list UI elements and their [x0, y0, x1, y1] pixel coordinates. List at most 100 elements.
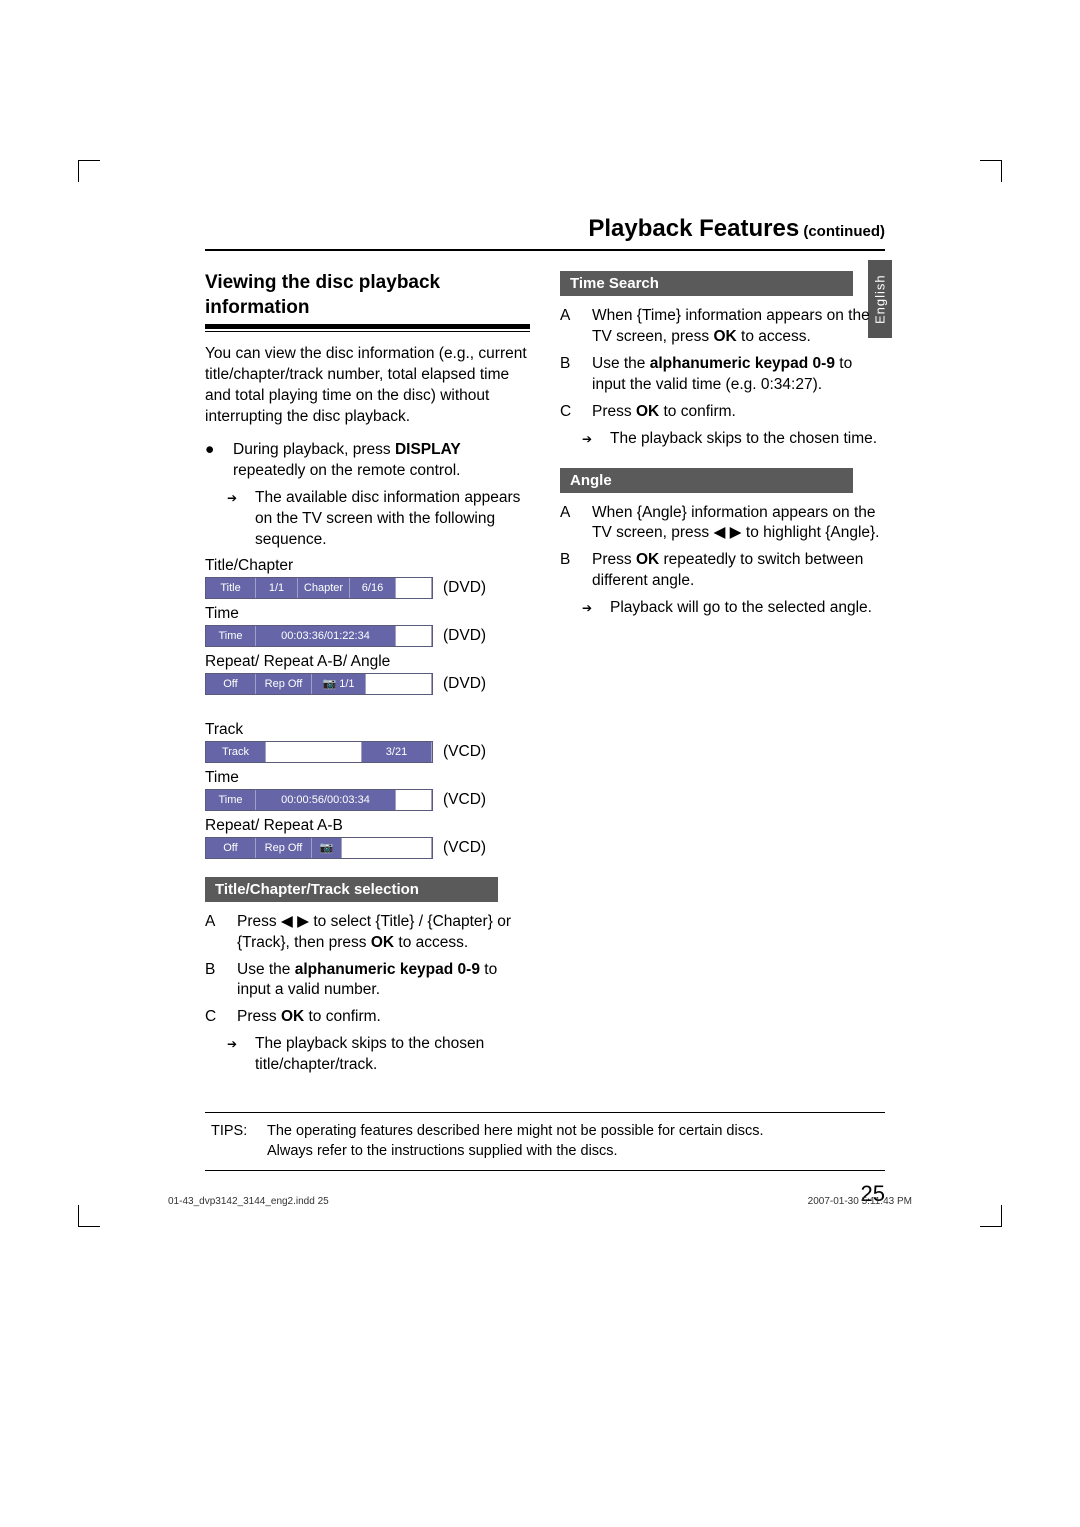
osd-cell: 00:00:56/00:03:34	[256, 790, 396, 810]
step-b-text: Use the alphanumeric keypad 0-9 to input…	[237, 960, 530, 1002]
step1-sub-text: The available disc information appears o…	[255, 488, 530, 551]
osd-time-dvd: Time00:03:36/01:22:34	[205, 625, 433, 647]
osd-cell: Chapter	[298, 578, 350, 598]
step-b: B Press OK repeatedly to switch between …	[560, 550, 885, 592]
subheader-time-search: Time Search	[560, 271, 853, 296]
osd-repeat-vcd: OffRep Off📷	[205, 837, 433, 859]
format-tag: (VCD)	[443, 791, 486, 809]
arrow-icon	[227, 1034, 245, 1076]
step1-text: During playback, press DISPLAY repeatedl…	[233, 440, 530, 482]
crop-mark-br	[980, 1205, 1002, 1227]
ok-bold: OK	[713, 328, 736, 345]
ok-bold: OK	[371, 934, 394, 951]
seq-label: Track	[205, 721, 530, 739]
tips-label: TIPS:	[211, 1121, 257, 1162]
subheader-angle: Angle	[560, 468, 853, 493]
format-tag: (DVD)	[443, 579, 486, 597]
footer-filename: 01-43_dvp3142_3144_eng2.indd 25	[168, 1196, 329, 1207]
osd-cell: 📷	[312, 838, 342, 858]
step-c-pre: Press	[592, 403, 636, 420]
footer-timestamp: 2007-01-30 5:11:43 PM	[808, 1196, 912, 1207]
step-b-sub-text: Playback will go to the selected angle.	[610, 598, 872, 619]
ok-bold: OK	[636, 551, 659, 568]
step-b-pre: Press	[592, 551, 636, 568]
step-c-post: to confirm.	[304, 1008, 381, 1025]
subheader-title-chapter-track: Title/Chapter/Track selection	[205, 877, 498, 902]
keypad-bold: alphanumeric keypad 0-9	[650, 355, 835, 372]
arrow-icon	[582, 598, 600, 619]
osd-cell: Off	[206, 838, 256, 858]
step-a-post: to access.	[737, 328, 811, 345]
step-b-pre: Use the	[237, 961, 295, 978]
step-b: B Use the alphanumeric keypad 0-9 to inp…	[560, 354, 885, 396]
step-letter: B	[205, 960, 227, 1002]
osd-cell: Rep Off	[256, 674, 312, 694]
format-tag: (VCD)	[443, 743, 486, 761]
step-b-text: Press OK repeatedly to switch between di…	[592, 550, 885, 592]
osd-cell: Title	[206, 578, 256, 598]
step-b: B Use the alphanumeric keypad 0-9 to inp…	[205, 960, 530, 1002]
title-continued: (continued)	[799, 223, 885, 240]
osd-cell	[396, 626, 432, 646]
step-c: C Press OK to confirm.	[560, 402, 885, 423]
step-letter: B	[560, 550, 582, 592]
osd-cell: 1/1	[256, 578, 298, 598]
step-a-post: to access.	[394, 934, 468, 951]
osd-cell: 6/16	[350, 578, 396, 598]
arrow-icon	[582, 429, 600, 450]
seq-label: Repeat/ Repeat A-B	[205, 817, 530, 835]
hr-thin	[205, 331, 530, 332]
step-c-post: to confirm.	[659, 403, 736, 420]
step-letter: C	[205, 1007, 227, 1028]
tips-body: The operating features described here mi…	[267, 1121, 764, 1162]
step-a-text: When {Angle} information appears on the …	[592, 503, 885, 545]
step-a-text: When {Time} information appears on the T…	[592, 306, 885, 348]
crop-mark-tr	[980, 160, 1002, 182]
tips-line1: The operating features described here mi…	[267, 1123, 764, 1139]
tips-box: TIPS: The operating features described h…	[205, 1112, 885, 1171]
osd-cell	[396, 790, 432, 810]
seq-label: Title/Chapter	[205, 557, 530, 575]
step-a: A When {Time} information appears on the…	[560, 306, 885, 348]
step1-bold: DISPLAY	[395, 441, 461, 458]
step-b-pre: Use the	[592, 355, 650, 372]
osd-cell: Track	[206, 742, 266, 762]
keypad-bold: alphanumeric keypad 0-9	[295, 961, 480, 978]
section-title: Viewing the disc playback information	[205, 271, 530, 320]
page-title: Playback Features (continued)	[205, 215, 885, 251]
seq-label: Time	[205, 605, 530, 623]
step-a: A Press ◀ ▶ to select {Title} / {Chapter…	[205, 912, 530, 954]
step-c: C Press OK to confirm.	[205, 1007, 530, 1028]
step-c-sub: The playback skips to the chosen time.	[582, 429, 885, 450]
osd-cell: 00:03:36/01:22:34	[256, 626, 396, 646]
osd-title-chapter: Title1/1Chapter6/16	[205, 577, 433, 599]
step-letter: A	[205, 912, 227, 954]
step-a: A When {Angle} information appears on th…	[560, 503, 885, 545]
arrow-icon	[227, 488, 245, 551]
format-tag: (VCD)	[443, 839, 486, 857]
hr-thick	[205, 324, 530, 329]
seq-label: Time	[205, 769, 530, 787]
step-c-pre: Press	[237, 1008, 281, 1025]
step-c-text: Press OK to confirm.	[592, 402, 736, 423]
step-c-sub-text: The playback skips to the chosen time.	[610, 429, 877, 450]
format-tag: (DVD)	[443, 627, 486, 645]
format-tag: (DVD)	[443, 675, 486, 693]
osd-repeat-dvd: OffRep Off📷 1/1	[205, 673, 433, 695]
tips-line2: Always refer to the instructions supplie…	[267, 1143, 618, 1159]
step-c-sub: The playback skips to the chosen title/c…	[227, 1034, 530, 1076]
bullet-marker: ●	[205, 440, 223, 482]
osd-cell	[366, 674, 432, 694]
osd-cell: Off	[206, 674, 256, 694]
step1-pre: During playback, press	[233, 441, 395, 458]
ok-bold: OK	[281, 1008, 304, 1025]
step-letter: C	[560, 402, 582, 423]
step-b-sub: Playback will go to the selected angle.	[582, 598, 885, 619]
osd-cell: 3/21	[362, 742, 432, 762]
osd-cell	[396, 578, 432, 598]
ok-bold: OK	[636, 403, 659, 420]
osd-cell	[342, 838, 432, 858]
crop-mark-tl	[78, 160, 100, 182]
step-letter: A	[560, 306, 582, 348]
osd-track-vcd: Track 3/21	[205, 741, 433, 763]
